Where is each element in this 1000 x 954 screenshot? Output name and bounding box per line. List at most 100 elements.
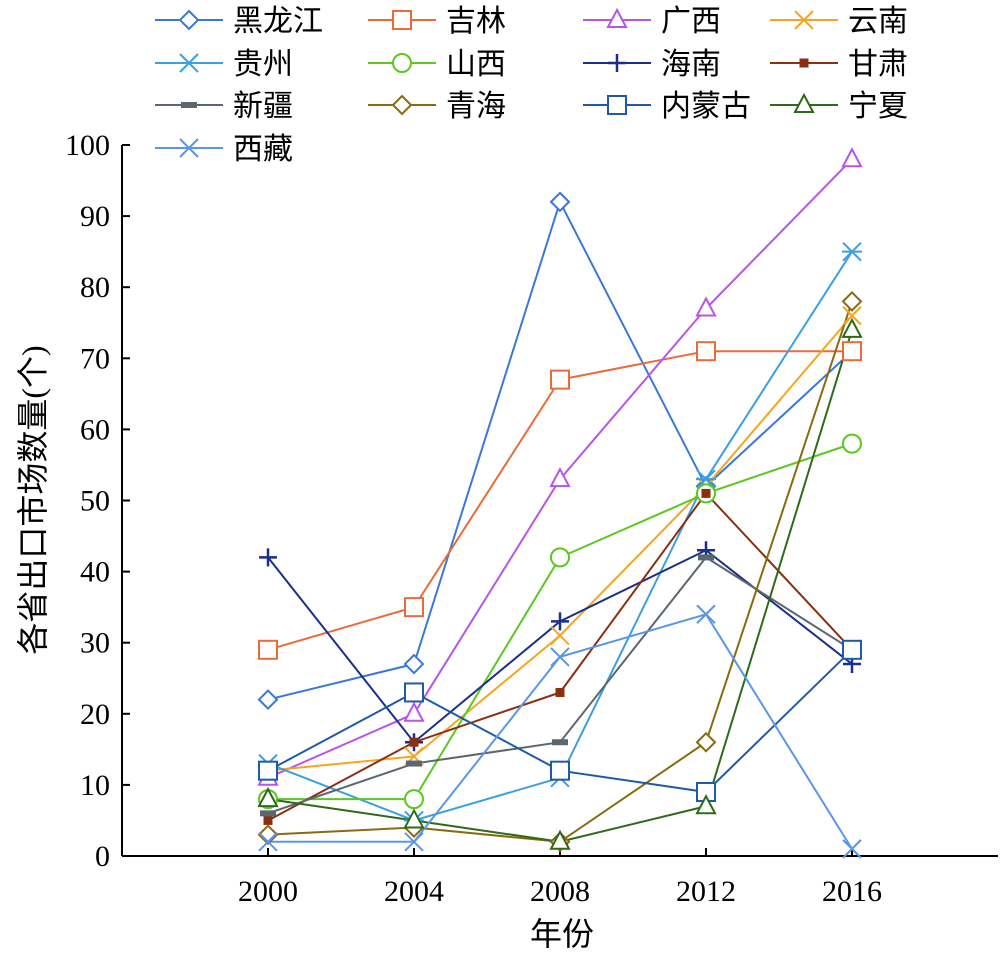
x-tick-label: 2016 [822, 875, 882, 908]
legend-marker-icon [608, 54, 626, 72]
legend-marker-icon [391, 94, 413, 116]
series-line-6 [267, 549, 853, 744]
data-point-11-3 [695, 794, 717, 815]
legend-label: 贵州 [233, 48, 293, 81]
data-point-9-0 [257, 824, 279, 846]
data-point-12-3 [696, 604, 716, 624]
data-point-2-2 [549, 467, 571, 488]
y-tick-label: 50 [80, 485, 110, 518]
legend-label: 内蒙古 [661, 90, 751, 123]
data-point-2-4 [841, 147, 863, 168]
legend-label: 云南 [848, 5, 908, 38]
data-point-10-0 [258, 760, 278, 781]
data-point-12-1 [404, 832, 424, 852]
axes: 0 10 20 30 40 50 60 70 80 90 100 2000 2004 2008 2012 20… [65, 129, 998, 908]
legend-marker-icon [178, 9, 200, 31]
legend-label: 西藏 [233, 133, 293, 166]
legend-marker-icon [181, 102, 197, 108]
legend-marker-icon [392, 53, 412, 73]
legend-label: 海南 [661, 48, 721, 81]
data-point-4-3 [696, 469, 716, 489]
x-axis-title: 年份 [530, 916, 594, 952]
data-point-8-3 [698, 554, 714, 561]
data-point-4-4 [842, 241, 862, 262]
legend-item: 山西 [368, 48, 506, 81]
legend-item: 青海 [368, 90, 506, 123]
legend-label: 吉林 [446, 5, 506, 38]
legend-item: 海南 [583, 48, 721, 81]
data-point-1-2 [550, 369, 570, 390]
y-tick-label: 60 [80, 413, 110, 446]
legend-label: 黑龙江 [233, 5, 323, 38]
legend-marker-icon [793, 92, 815, 113]
data-point-5-4 [842, 433, 862, 454]
data-point-11-4 [841, 317, 863, 338]
legend-marker-icon [794, 10, 814, 30]
legend-marker-icon [799, 58, 809, 68]
legend-label: 宁夏 [848, 90, 908, 123]
data-point-8-0 [260, 810, 276, 817]
y-tick-label: 70 [80, 342, 110, 375]
legend-marker-icon [179, 53, 199, 73]
y-tick-label: 40 [80, 556, 110, 589]
legend-item: 宁夏 [770, 90, 908, 123]
y-tick-label: 90 [80, 200, 110, 233]
data-point-11-2 [549, 829, 571, 850]
x-tick-label: 2008 [530, 875, 590, 908]
data-point-0-0 [257, 689, 279, 710]
legend-item: 新疆 [155, 90, 293, 123]
x-tick-label: 2012 [676, 875, 736, 908]
data-point-5-1 [404, 789, 424, 810]
data-point-7-0 [263, 815, 273, 825]
data-point-11-0 [257, 786, 279, 808]
data-point-10-2 [550, 760, 570, 781]
legend-item: 西藏 [155, 133, 293, 166]
data-point-0-1 [403, 653, 425, 675]
data-point-1-1 [404, 597, 424, 618]
legend-label: 青海 [446, 90, 506, 123]
data-point-10-1 [404, 682, 424, 703]
y-tick-label: 0 [95, 840, 110, 873]
data-point-1-0 [258, 639, 278, 660]
data-point-6-2 [551, 612, 569, 631]
data-point-12-0 [258, 832, 278, 852]
y-tick-label: 100 [65, 129, 110, 162]
legend-item: 吉林 [368, 5, 506, 38]
y-axis-title: 各省出口市场数量(个) [15, 345, 51, 654]
legend-marker-icon [392, 10, 412, 30]
data-point-7-2 [555, 687, 565, 697]
legend-item: 内蒙古 [583, 90, 751, 123]
legend-item: 贵州 [155, 48, 293, 81]
data-point-12-4 [842, 839, 862, 859]
data-point-10-4 [842, 639, 862, 660]
data-point-1-3 [696, 341, 716, 362]
legend-label: 广西 [661, 5, 721, 38]
data-point-3-2 [550, 625, 570, 646]
series-line-12 [268, 613, 853, 850]
legend-item: 云南 [770, 5, 908, 38]
x-tick-label: 2004 [384, 875, 444, 908]
legend-label: 甘肃 [848, 48, 908, 81]
data-point-11-1 [403, 808, 425, 829]
data-point-5-2 [550, 547, 570, 568]
data-point-1-4 [842, 341, 862, 362]
legend-label: 新疆 [233, 90, 293, 123]
y-tick-label: 20 [80, 698, 110, 731]
legend-item: 甘肃 [770, 48, 908, 81]
data-point-6-0 [259, 548, 277, 567]
series-lines [267, 158, 853, 850]
data-point-9-3 [695, 731, 717, 753]
legend-marker-icon [607, 95, 627, 115]
legend-item: 黑龙江 [155, 5, 323, 38]
data-point-0-2 [549, 191, 571, 213]
data-point-2-3 [695, 296, 717, 317]
x-tick-label: 2000 [238, 875, 298, 908]
legend-marker-icon [179, 138, 199, 158]
data-point-7-3 [701, 488, 711, 498]
legend-item: 广西 [583, 5, 721, 38]
data-point-3-4 [842, 305, 862, 326]
data-point-7-1 [409, 737, 419, 747]
data-point-2-1 [403, 701, 425, 722]
